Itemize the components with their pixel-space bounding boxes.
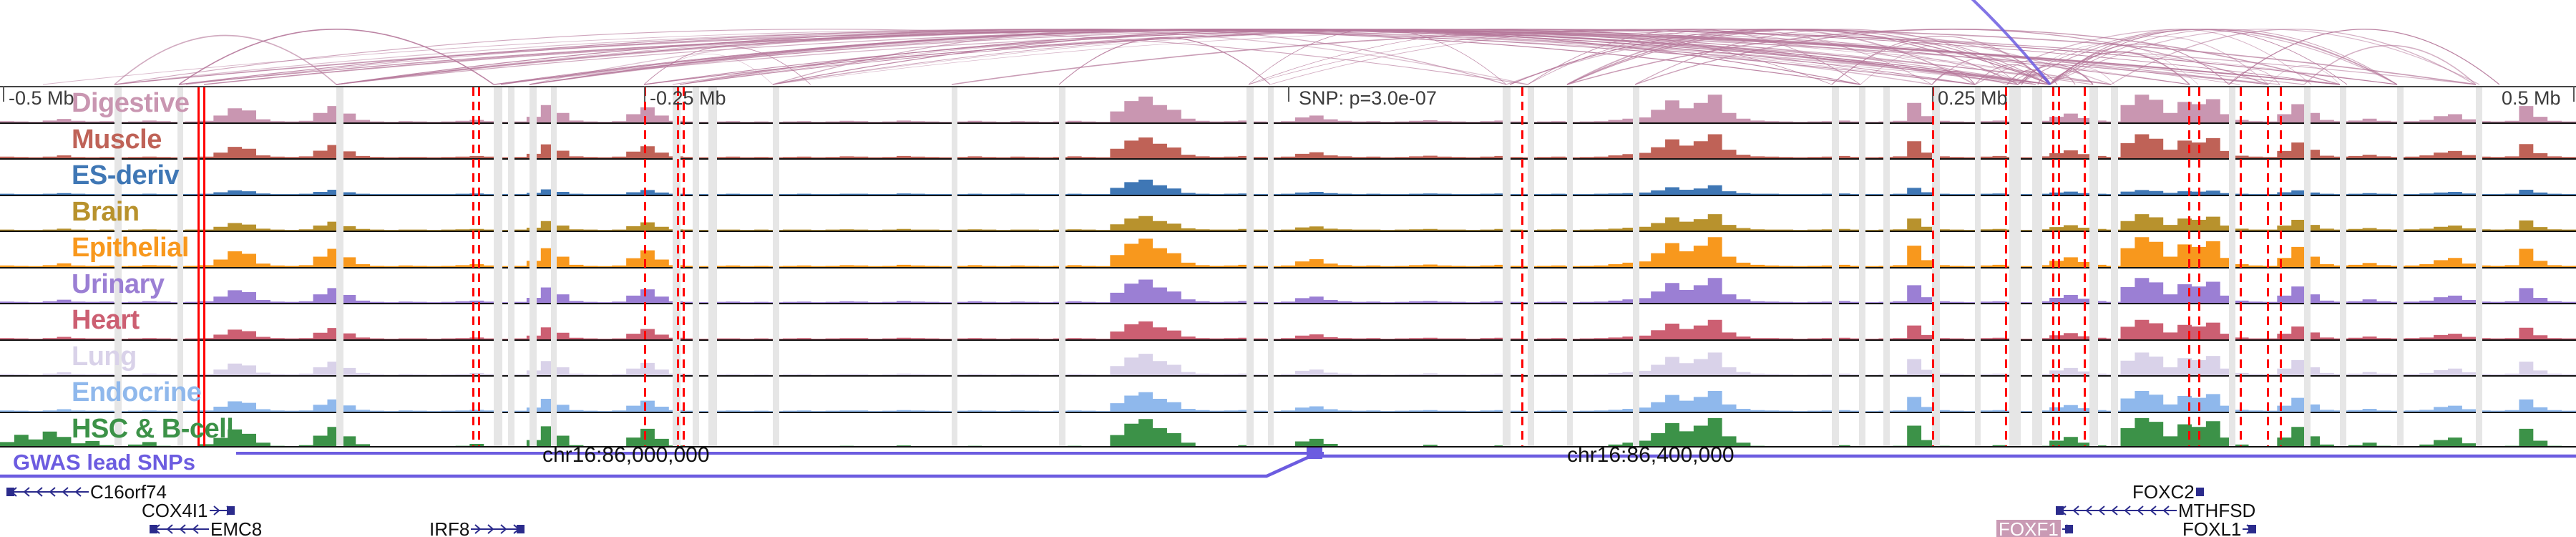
gwas-lead-snp-track: GWAS lead SNPs chr16:86,000,000 chr16:86,… [0,443,2576,483]
gene-row-2: EMC8 IRF8 FOXF1 FOXL1 [0,518,2576,537]
chromatin-loop-arc [2049,70,2094,85]
gene-name-label: C16orf74 [90,481,167,503]
gene-annotation[interactable]: COX4I1 [142,498,235,522]
gene-body [2055,498,2178,520]
gene-annotation[interactable]: C16orf74 [6,480,167,503]
chromatin-loop-arc [2049,29,2312,85]
chromatin-loop-arc [2049,29,2348,85]
gene-name-label: FOXC2 [2132,481,2195,503]
chromatin-loop-arc [493,29,2477,85]
gene-body [2241,517,2257,537]
chromatin-loop-arc [500,29,2051,85]
chromatin-loop-arc [2268,65,2341,85]
gene-annotation[interactable]: FOXF1 [1996,518,2074,537]
gene-annotation[interactable]: MTHFSD [2055,498,2256,522]
chromatin-loop-arc [336,29,2051,85]
chromatin-loop-arc [2049,29,2480,85]
signal-profile [0,94,2576,122]
signal-track-brain: Brain [0,196,2576,232]
chromatin-loop-arc [1634,29,2051,85]
signal-profile [0,417,2562,446]
chromatin-loop-arc [1566,29,2341,85]
signal-track-es-deriv: ES-deriv [0,160,2576,196]
chromatin-loop-arc [2228,69,2280,85]
signal-track-lung: Lung [0,341,2576,377]
loop-arc-svg [42,0,2500,86]
gene-annotation[interactable]: FOXC2 [2132,480,2205,503]
signal-track-stack: Digestive Muscle ES-deriv Brain Epithelial Ur… [0,86,2576,448]
chromatin-loop-arc [2049,29,2398,85]
tracks-container: Digestive Muscle ES-deriv Brain Epithelial Ur… [0,87,2576,446]
signal-profile [0,134,2576,158]
gene-name-label: EMC8 [210,518,263,537]
chromatin-loop-arc [114,29,2051,85]
gwas-connector-svg [0,448,2576,478]
chromatin-loop-arc [1248,29,1507,85]
gene-annotation[interactable]: FOXL1 [2182,518,2257,537]
signal-track-digestive: Digestive [0,87,2576,124]
signal-profile [0,390,2576,412]
gene-annotation[interactable]: EMC8 [149,518,262,537]
chromatin-loop-arc [114,34,337,85]
chromatin-loop-arc [2017,43,2199,85]
signal-track-epithelial: Epithelial [0,232,2576,268]
signal-track-hsc-b-cell: HSC & B-cell [0,413,2576,446]
gwas-connector-line [0,454,2576,478]
signal-profile [0,319,2576,339]
genomic-coordinate-label: chr16:86,000,000 [542,443,710,467]
gene-body [149,517,210,537]
signal-track-heart: Heart [0,304,2576,341]
gene-row-1: COX4I1 MTHFSD [0,498,2576,522]
chromatin-loop-arc [1058,37,1271,85]
gene-annotation[interactable]: IRF8 [429,518,525,537]
gene-body [2061,517,2074,537]
gene-name-label: FOXF1 [1996,520,2061,537]
gene-name-label: FOXL1 [2182,518,2242,537]
signal-track-endocrine: Endocrine [0,377,2576,413]
signal-track-muscle: Muscle [0,124,2576,160]
gene-name-label: IRF8 [429,518,470,537]
gene-row-0: C16orf74 FOXC2 [0,480,2576,503]
gene-body [6,480,90,501]
chromatin-loop-arc [114,29,1528,85]
chromatin-loop-arc [1509,29,2051,85]
signal-profile [0,278,2576,303]
chromatin-loop-arc [1269,29,2036,85]
gwas-lead-snp-marker[interactable] [1307,448,1322,459]
gwas-track-label: GWAS lead SNPs [13,450,195,475]
signal-track-urinary: Urinary [0,268,2576,304]
signal-profile [0,179,2576,195]
gene-body [2195,480,2205,501]
chromatin-loop-arc-panel [0,0,2576,86]
signal-profile [0,352,2576,375]
chromatin-loop-arc [951,29,2477,85]
gene-body [208,498,235,520]
chromatin-loop-arc [1566,29,2051,85]
gene-annotation-track: C16orf74 FOXC2 COX4I1 MTHFSD EMC8 IRF8 FOXF1… [0,481,2576,537]
chromatin-loop-arc [178,29,494,85]
chromatin-loop-arc [2228,29,2500,85]
chromatin-loop-arc [185,29,2051,85]
gene-name-label: MTHFSD [2178,500,2256,522]
signal-profile [0,236,2576,267]
gene-name-label: COX4I1 [142,500,208,522]
chromatin-loop-arc [672,29,2051,85]
genomic-coordinate-label: chr16:86,400,000 [1567,443,1735,467]
gene-body [469,517,525,537]
signal-profile [0,214,2576,231]
